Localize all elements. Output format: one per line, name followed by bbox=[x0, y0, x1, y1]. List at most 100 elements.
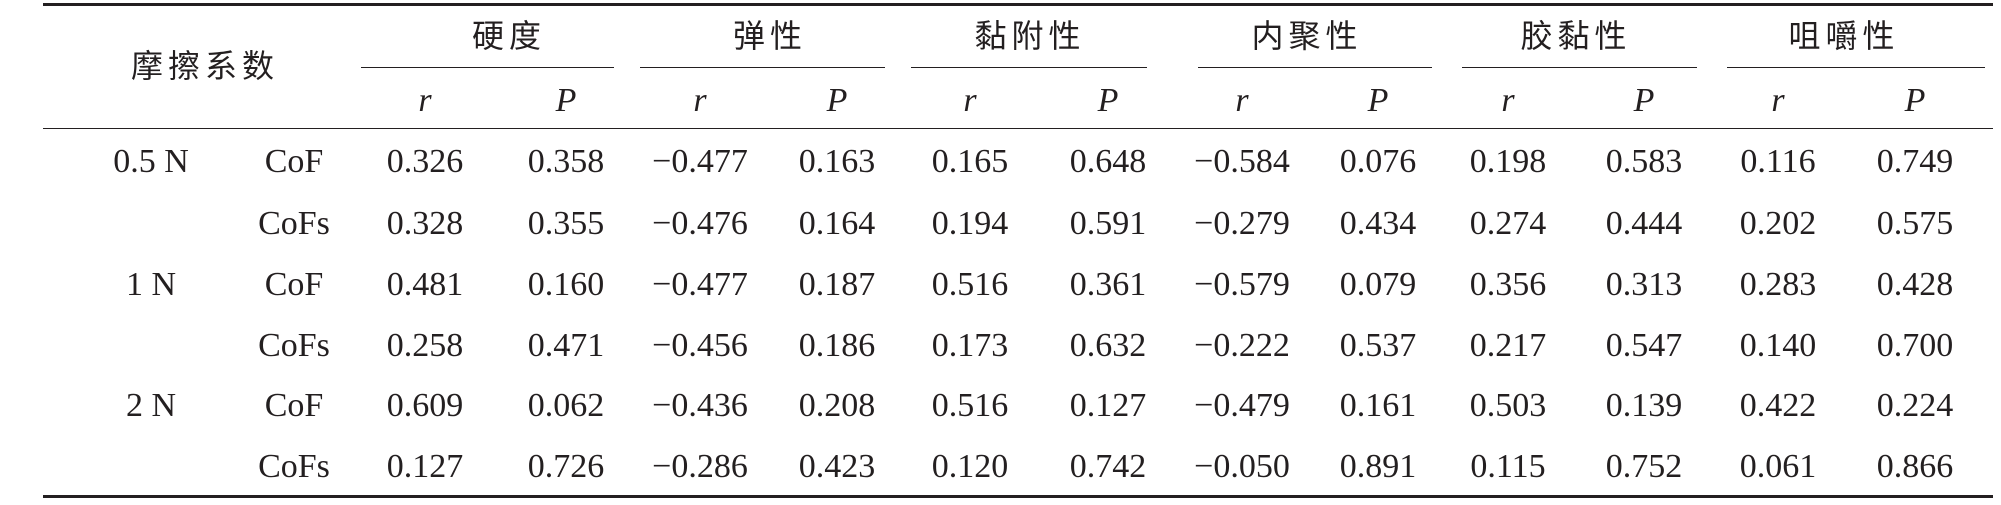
table-cell: 0.198 bbox=[1469, 143, 1547, 180]
subheader-r: r bbox=[418, 82, 432, 119]
subheader-r: r bbox=[1501, 82, 1515, 119]
table-cell: 0.444 bbox=[1605, 205, 1683, 242]
table-cell: 0.328 bbox=[386, 205, 464, 242]
subheader-r: r bbox=[963, 82, 977, 119]
subheader-P: P bbox=[1097, 82, 1119, 119]
table-cell: 0.061 bbox=[1739, 448, 1817, 485]
coef-label: CoF bbox=[264, 387, 324, 424]
subheader-P: P bbox=[1633, 82, 1655, 119]
coef-label: CoF bbox=[264, 143, 324, 180]
subheader-r: r bbox=[1235, 82, 1249, 119]
group-header: 硬度 bbox=[471, 17, 547, 55]
coef-label: CoFs bbox=[258, 327, 330, 364]
header-bottom-rule bbox=[43, 128, 1993, 129]
table-cell: 0.609 bbox=[386, 387, 464, 424]
bottom-rule bbox=[43, 495, 1993, 498]
coef-label: CoF bbox=[264, 266, 324, 303]
table-cell: 0.160 bbox=[527, 266, 605, 303]
table-cell: 0.423 bbox=[798, 448, 876, 485]
table-cell: −0.477 bbox=[652, 143, 748, 180]
subheader-P: P bbox=[1367, 82, 1389, 119]
table-cell: 0.742 bbox=[1069, 448, 1147, 485]
table-cell: −0.584 bbox=[1194, 143, 1290, 180]
table-cell: 0.356 bbox=[1469, 266, 1547, 303]
table-cell: 0.537 bbox=[1339, 327, 1417, 364]
table-cell: 0.161 bbox=[1339, 387, 1417, 424]
group-header: 咀嚼性 bbox=[1788, 17, 1900, 55]
table-cell: 0.217 bbox=[1469, 327, 1547, 364]
group-underline bbox=[361, 67, 614, 68]
table-cell: 0.361 bbox=[1069, 266, 1147, 303]
table-cell: 0.326 bbox=[386, 143, 464, 180]
table-cell: 0.120 bbox=[931, 448, 1009, 485]
table-cell: 0.313 bbox=[1605, 266, 1683, 303]
table-cell: 0.202 bbox=[1739, 205, 1817, 242]
table-cell: 0.866 bbox=[1876, 448, 1954, 485]
table-cell: 0.700 bbox=[1876, 327, 1954, 364]
table-cell: 0.258 bbox=[386, 327, 464, 364]
coef-label: CoFs bbox=[258, 448, 330, 485]
group-underline bbox=[1727, 67, 1985, 68]
table-cell: 0.547 bbox=[1605, 327, 1683, 364]
table-cell: 0.187 bbox=[798, 266, 876, 303]
table-cell: 0.115 bbox=[1470, 448, 1546, 485]
table-cell: 0.471 bbox=[527, 327, 605, 364]
table-cell: 0.079 bbox=[1339, 266, 1417, 303]
table-cell: −0.479 bbox=[1194, 387, 1290, 424]
table-cell: 0.186 bbox=[798, 327, 876, 364]
table-cell: 0.648 bbox=[1069, 143, 1147, 180]
table-cell: 0.283 bbox=[1739, 266, 1817, 303]
table-cell: 0.140 bbox=[1739, 327, 1817, 364]
subheader-P: P bbox=[1904, 82, 1926, 119]
table-cell: 0.127 bbox=[1069, 387, 1147, 424]
table-cell: −0.222 bbox=[1194, 327, 1290, 364]
table-cell: 0.062 bbox=[527, 387, 605, 424]
table-cell: 0.632 bbox=[1069, 327, 1147, 364]
table-cell: 0.127 bbox=[386, 448, 464, 485]
table-cell: 0.516 bbox=[931, 266, 1009, 303]
table-cell: 0.434 bbox=[1339, 205, 1417, 242]
table-cell: 0.726 bbox=[527, 448, 605, 485]
table-cell: 0.422 bbox=[1739, 387, 1817, 424]
table-cell: 0.139 bbox=[1605, 387, 1683, 424]
subheader-r: r bbox=[1771, 82, 1785, 119]
table-cell: 0.428 bbox=[1876, 266, 1954, 303]
group-underline bbox=[640, 67, 885, 68]
table-cell: 0.076 bbox=[1339, 143, 1417, 180]
table-cell: 0.165 bbox=[931, 143, 1009, 180]
table-cell: 0.224 bbox=[1876, 387, 1954, 424]
table-cell: 0.591 bbox=[1069, 205, 1147, 242]
load-label: 1 N bbox=[125, 266, 177, 303]
table-cell: 0.116 bbox=[1740, 143, 1816, 180]
table-cell: 0.752 bbox=[1605, 448, 1683, 485]
table-cell: 0.749 bbox=[1876, 143, 1954, 180]
table-cell: −0.279 bbox=[1194, 205, 1290, 242]
table-cell: 0.481 bbox=[386, 266, 464, 303]
table-cell: 0.358 bbox=[527, 143, 605, 180]
table-cell: −0.579 bbox=[1194, 266, 1290, 303]
group-underline bbox=[1198, 67, 1432, 68]
load-label: 2 N bbox=[125, 387, 177, 424]
group-header: 黏附性 bbox=[974, 17, 1086, 55]
subheader-P: P bbox=[826, 82, 848, 119]
table-cell: −0.050 bbox=[1194, 448, 1290, 485]
table-cell: 0.355 bbox=[527, 205, 605, 242]
group-underline bbox=[1462, 67, 1697, 68]
top-rule bbox=[43, 3, 1993, 6]
table-cell: 0.503 bbox=[1469, 387, 1547, 424]
table-cell: 0.516 bbox=[931, 387, 1009, 424]
table-cell: 0.163 bbox=[798, 143, 876, 180]
group-header: 弹性 bbox=[732, 17, 808, 55]
table-cell: −0.476 bbox=[652, 205, 748, 242]
subheader-r: r bbox=[693, 82, 707, 119]
table-cell: 0.173 bbox=[931, 327, 1009, 364]
row-header-label: 摩擦系数 bbox=[130, 47, 280, 85]
load-label: 0.5 N bbox=[113, 143, 189, 180]
table-cell: 0.575 bbox=[1876, 205, 1954, 242]
table-cell: 0.194 bbox=[931, 205, 1009, 242]
table-cell: 0.891 bbox=[1339, 448, 1417, 485]
table-cell: 0.164 bbox=[798, 205, 876, 242]
table-cell: −0.436 bbox=[652, 387, 748, 424]
subheader-P: P bbox=[555, 82, 577, 119]
